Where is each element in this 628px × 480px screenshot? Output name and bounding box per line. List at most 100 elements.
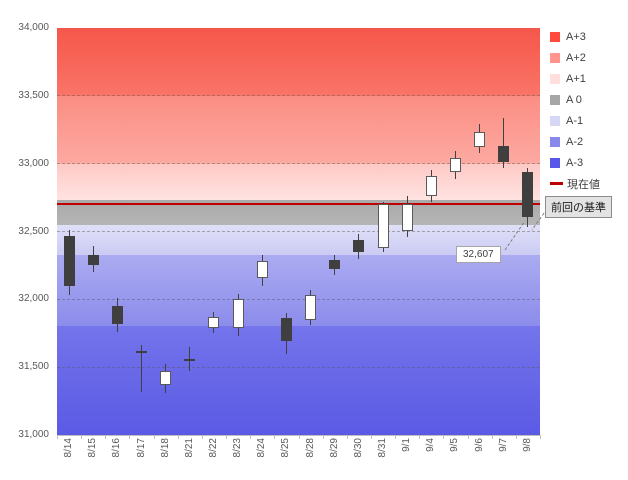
candle-body <box>401 204 413 232</box>
legend-color-swatch <box>550 157 560 168</box>
x-axis-label: 8/18 <box>159 438 171 458</box>
legend-item-A+3: A+3 <box>550 26 600 47</box>
close-value-annotation: 32,607 <box>456 246 501 263</box>
band-A-3 <box>57 326 540 435</box>
x-axis-label: 8/24 <box>256 438 268 458</box>
x-axis-tick <box>153 435 155 439</box>
x-axis-tick <box>443 435 445 439</box>
x-axis-tick <box>105 435 107 439</box>
legend-color-swatch <box>550 52 560 63</box>
candle-body <box>425 175 437 197</box>
legend-color-swatch <box>550 31 560 42</box>
current-value-line <box>57 203 540 206</box>
x-axis-label: 8/31 <box>377 438 389 458</box>
legend-item-A-3: A-3 <box>550 152 600 173</box>
x-axis-tick <box>226 435 228 439</box>
candle-body <box>449 158 461 172</box>
x-axis-tick <box>395 435 397 439</box>
x-axis-tick <box>81 435 83 439</box>
x-axis-label: 8/17 <box>135 438 147 458</box>
candle-wick <box>503 117 505 168</box>
gridline-31500 <box>57 366 540 368</box>
legend-label: 現在値 <box>567 178 600 191</box>
x-axis-tick <box>298 435 300 439</box>
y-axis-label: 34,000 <box>18 22 49 33</box>
legend-color-swatch <box>550 115 560 126</box>
x-axis-label: 9/4 <box>425 438 437 452</box>
candle-body <box>184 359 196 362</box>
x-axis-label: 8/29 <box>328 438 340 458</box>
x-axis-tick <box>177 435 179 439</box>
candle-body <box>63 235 75 286</box>
candle-body <box>377 204 389 248</box>
candle-body <box>498 146 510 163</box>
candle-body <box>353 239 365 252</box>
x-axis-tick <box>491 435 493 439</box>
legend-label: A-2 <box>566 135 584 148</box>
candle-body <box>87 254 99 266</box>
legend-item-A+1: A+1 <box>550 68 600 89</box>
x-axis-tick <box>515 435 517 439</box>
x-axis-label: 9/1 <box>401 438 413 452</box>
y-axis-label: 31,500 <box>18 361 49 373</box>
x-axis-label: 9/8 <box>521 438 533 452</box>
x-axis-tick <box>274 435 276 439</box>
x-axis-tick <box>201 435 203 439</box>
candle-body <box>256 261 268 278</box>
gridline-32000 <box>57 298 540 300</box>
x-axis-label: 9/5 <box>449 438 461 452</box>
x-axis-tick <box>346 435 348 439</box>
legend-label: A 0 <box>566 93 582 106</box>
legend-line-marker <box>550 182 563 185</box>
gridline-32500 <box>57 231 540 232</box>
x-axis-tick <box>250 435 252 439</box>
y-axis-label: 31,000 <box>18 429 49 440</box>
band-A+3 <box>57 28 540 96</box>
x-axis-label: 8/23 <box>232 438 244 458</box>
band-A+1 <box>57 163 540 201</box>
x-axis-label: 8/28 <box>304 438 316 458</box>
legend-item-A+2: A+2 <box>550 47 600 68</box>
legend-label: A+3 <box>566 30 586 43</box>
x-axis-label: 8/16 <box>111 438 123 458</box>
x-axis-tick <box>129 435 131 439</box>
candle-body <box>305 295 317 320</box>
gridline-33000 <box>57 163 540 165</box>
legend: A+3 A+2 A+1 A 0 A-1 A-2 A-3 現在値 <box>550 26 600 194</box>
baseline-annotation: 前回の基準 <box>545 196 612 218</box>
legend-label: A-1 <box>566 114 584 127</box>
x-axis-label: 8/22 <box>207 438 219 458</box>
candle-body <box>232 299 244 328</box>
x-axis-label: 9/6 <box>473 438 485 452</box>
band-A-2 <box>57 254 540 327</box>
legend-item-A0: A 0 <box>550 89 600 110</box>
x-axis-label: 8/25 <box>280 438 292 458</box>
gridline-33500 <box>57 95 540 97</box>
candle-body <box>111 306 123 324</box>
y-axis-label: 32,000 <box>18 293 49 305</box>
legend-label: A+1 <box>566 72 586 85</box>
x-axis-tick <box>467 435 469 439</box>
x-axis-label: 8/15 <box>87 438 99 458</box>
legend-color-swatch <box>550 73 560 84</box>
legend-label: A-3 <box>566 156 584 169</box>
candle-body <box>208 316 220 328</box>
x-axis-tick <box>57 435 58 439</box>
x-axis-label: 9/7 <box>497 438 509 452</box>
legend-item-現在値: 現在値 <box>550 173 600 194</box>
band-A+2 <box>57 95 540 164</box>
y-axis-label: 33,000 <box>18 157 49 169</box>
legend-item-A-2: A-2 <box>550 131 600 152</box>
x-axis-tick <box>370 435 372 439</box>
x-axis-tick <box>419 435 421 439</box>
y-axis-label: 32,500 <box>18 225 49 237</box>
x-axis-tick <box>322 435 324 439</box>
candle-body <box>329 259 341 270</box>
x-axis-label: 8/21 <box>183 438 195 458</box>
legend-color-swatch <box>550 136 560 147</box>
legend-item-A-1: A-1 <box>550 110 600 131</box>
candle-body <box>280 318 292 342</box>
x-axis-tick <box>540 435 541 439</box>
x-axis-label: 8/30 <box>352 438 364 458</box>
